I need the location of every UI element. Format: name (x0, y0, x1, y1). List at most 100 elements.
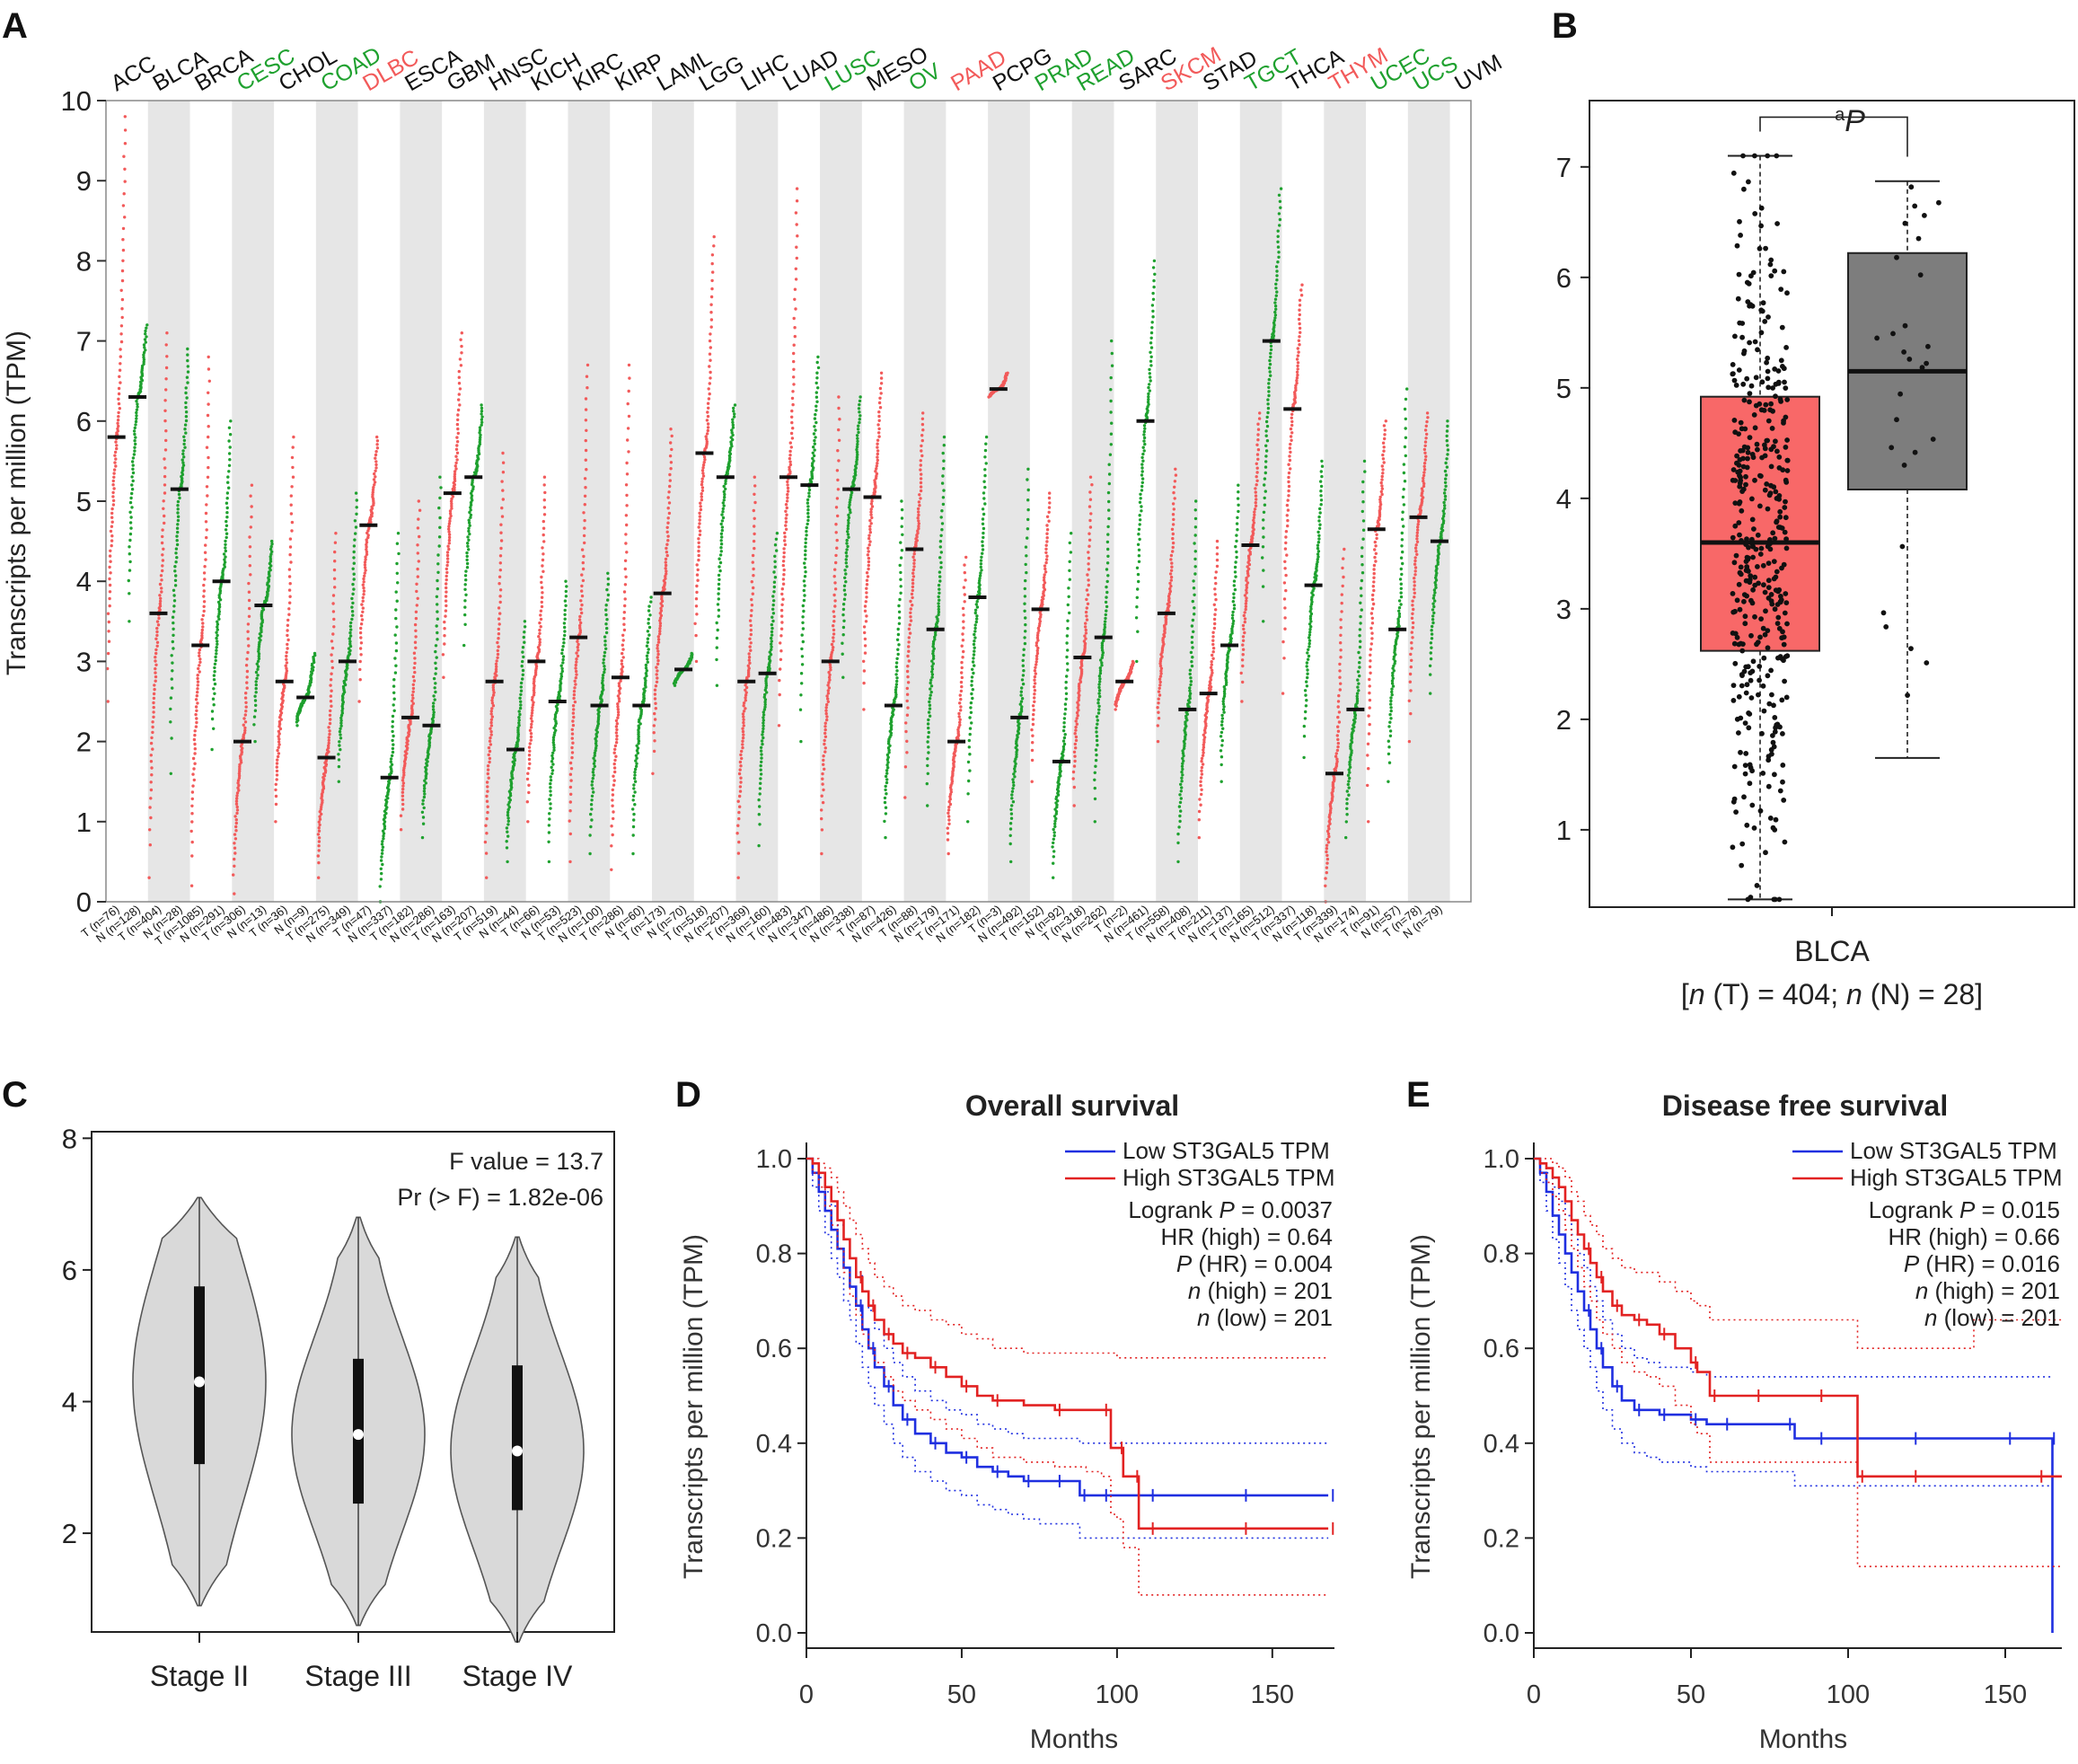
panel-a-point (941, 474, 945, 478)
panel-a-point (528, 749, 532, 753)
panel-a-point (1072, 750, 1077, 754)
panel-a-point (825, 702, 829, 707)
panel-a-point (519, 700, 523, 703)
panel-a-point (790, 437, 795, 440)
panel-a-point (978, 578, 982, 583)
panel-a-point (154, 663, 158, 666)
panel-a-point (468, 510, 471, 515)
panel-a-point (791, 427, 795, 430)
panel-a-point (1106, 490, 1111, 495)
panel-a-point (744, 685, 749, 690)
panel-a-point (457, 398, 461, 401)
panel-a-point (823, 731, 827, 736)
panel-a-point (762, 724, 765, 728)
panel-a-point (960, 671, 964, 675)
panel-a-point (395, 599, 399, 603)
panel-a-point (1209, 666, 1213, 669)
panel-a-point (807, 495, 811, 498)
panel-a-point (327, 741, 330, 745)
panel-a-point (1220, 755, 1224, 759)
panel-a-point (564, 589, 568, 594)
panel-a-point (577, 648, 580, 652)
panel-a-point (490, 707, 494, 710)
panel-a-point (1137, 560, 1141, 563)
panel-a-point (1105, 561, 1110, 565)
panel-a-point (909, 607, 912, 611)
panel-a-point (664, 567, 667, 570)
panel-a-point (394, 590, 398, 594)
panel-a-point (1157, 690, 1161, 693)
panel-a-point (1264, 429, 1268, 433)
panel-a-point (919, 485, 923, 489)
panel-a-point (1022, 653, 1026, 657)
panel-a-point (961, 606, 965, 611)
panel-a-point (705, 419, 709, 422)
panel-a-point (841, 607, 846, 612)
panel-a-point (946, 832, 950, 835)
panel-a-point (181, 449, 185, 453)
panel-a-point (1138, 514, 1141, 517)
panel-a-point (895, 657, 899, 660)
panel-a-point (1097, 683, 1101, 686)
panel-a-point (710, 261, 714, 266)
panel-a-point (119, 362, 122, 366)
panel-a-point (770, 622, 774, 627)
panel-a-point (434, 672, 437, 675)
panel-a-point (1140, 470, 1144, 473)
panel-a-point (779, 634, 783, 638)
panel-a-point (561, 657, 565, 662)
panel-a-point (621, 643, 624, 647)
panel-a-point (415, 589, 418, 594)
panel-a-point (1231, 622, 1235, 626)
panel-a-point (612, 774, 615, 778)
panel-a-point (1265, 439, 1270, 443)
panel-a-point (447, 530, 451, 534)
panel-a-point (695, 584, 699, 588)
panel-a-point (1131, 659, 1135, 664)
panel-a-point (973, 630, 977, 633)
panel-a-point (364, 569, 367, 572)
panel-a-point (161, 534, 164, 539)
panel-a-point (856, 439, 859, 444)
panel-a-point (360, 613, 364, 618)
panel-a-point (163, 514, 166, 518)
panel-a-point (876, 423, 880, 427)
panel-a-point (416, 575, 419, 578)
panel-a-point (1159, 666, 1164, 670)
panel-a-point (584, 438, 587, 443)
panel-a-point (497, 617, 501, 621)
panel-a-point (948, 798, 953, 801)
panel-a-point (620, 662, 624, 666)
panel-a-point (1033, 696, 1036, 700)
panel-a-point (521, 650, 524, 654)
panel-a-point (1138, 523, 1141, 526)
panel-a-point (379, 878, 383, 881)
panel-a-point (616, 702, 620, 706)
panel-a-point (149, 781, 153, 784)
panel-a-point (806, 515, 810, 519)
panel-a-point (151, 725, 154, 729)
panel-a-point (1241, 648, 1246, 651)
panel-a-point (120, 269, 125, 273)
panel-a-point (1143, 442, 1147, 446)
panel-a-point (131, 479, 135, 483)
panel-a-point (337, 758, 341, 762)
panel-a-point (184, 410, 189, 414)
panel-a-point (578, 623, 582, 628)
panel-a-point (919, 477, 923, 481)
panel-a-point (858, 399, 862, 403)
panel-a-point (109, 529, 113, 534)
panel-a-point (527, 754, 532, 757)
panel-a-point (1135, 659, 1139, 664)
panel-a-point (366, 534, 370, 537)
panel-a-point (1264, 449, 1269, 453)
panel-a-point (1246, 571, 1250, 576)
panel-a-point (198, 660, 202, 664)
panel-a-point (135, 410, 138, 415)
panel-a-point (533, 691, 536, 694)
panel-a-point (1024, 562, 1027, 567)
panel-a-point (723, 495, 726, 499)
panel-a-point (581, 560, 585, 565)
panel-a-point (695, 590, 699, 595)
panel-a-point (459, 338, 462, 341)
